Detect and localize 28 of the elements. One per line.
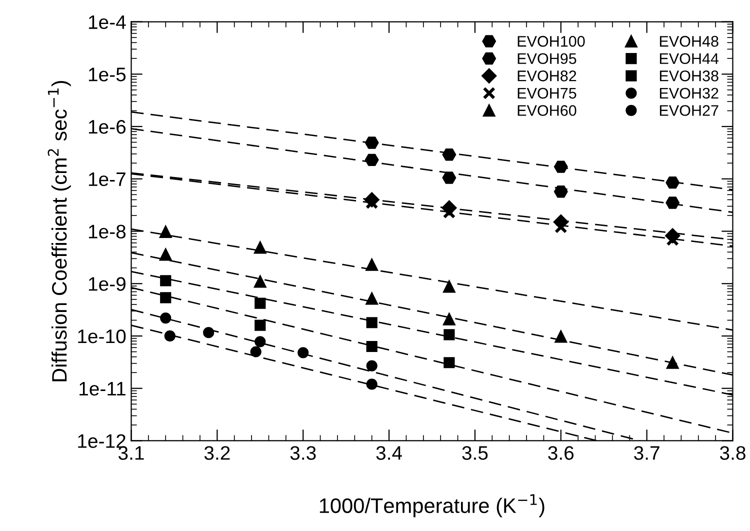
y-tick-label: 1e-6 (88, 120, 126, 134)
y-tick-label: 1e-9 (88, 277, 126, 291)
y-axis-title: Diffusion Coefficient (cm$^{2}$ sec$^{−1}$) (48, 80, 71, 382)
legend-label: EVOH60 (518, 105, 576, 116)
legend-label: EVOH44 (660, 53, 719, 64)
x-tick-label: 3.4 (376, 446, 402, 460)
x-tick-label: 3.3 (290, 446, 316, 460)
legend-label: EVOH27 (660, 105, 718, 116)
legend-label: EVOH38 (660, 70, 718, 82)
y-tick-label: 1e-8 (88, 224, 126, 238)
legend-label: EVOH75 (518, 88, 576, 99)
x-tick-label: 3.5 (462, 446, 488, 460)
y-tick-label: 1e-10 (78, 329, 126, 344)
x-tick-label: 3.7 (634, 446, 660, 460)
legend-label: EVOH32 (660, 88, 718, 99)
x-axis-title: 1000/Temperature (K$^{−1}$) (320, 494, 544, 518)
y-tick-label: 1e-7 (88, 172, 126, 186)
legend-label: EVOH48 (660, 36, 718, 47)
y-tick-label: 1e-12 (78, 434, 126, 448)
legend-label: EVOH95 (518, 53, 576, 64)
y-tick-label: 1e-4 (88, 15, 126, 30)
x-tick-label: 3.2 (204, 446, 230, 460)
x-tick-label: 3.8 (720, 446, 746, 460)
y-tick-label: 1e-5 (88, 68, 126, 82)
legend-label: EVOH100 (518, 36, 585, 47)
legend-label: EVOH82 (518, 70, 576, 82)
y-tick-label: 1e-11 (80, 382, 126, 396)
x-tick-label: 3.6 (548, 446, 574, 460)
